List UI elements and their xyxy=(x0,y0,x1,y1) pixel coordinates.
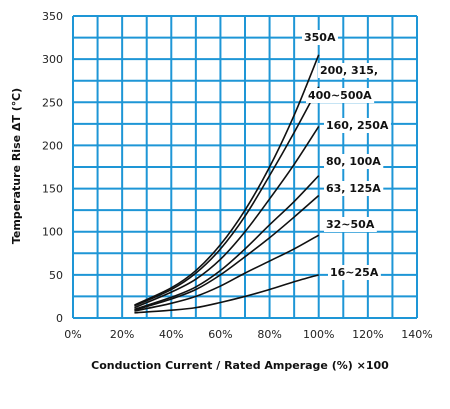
series-line-5 xyxy=(134,234,320,312)
x-axis-title: Conduction Current / Rated Amperage (%) … xyxy=(91,359,389,372)
series-label-background xyxy=(324,181,384,196)
series-label-group: 350A xyxy=(302,30,338,45)
series-line-6 xyxy=(134,274,319,314)
y-axis-title: Temperature Rise ΔT (℃) xyxy=(10,88,23,244)
series-label-background xyxy=(306,88,375,103)
series-label-background xyxy=(318,63,381,78)
x-tick-label: 100% xyxy=(303,328,334,341)
series-label: 400~500A xyxy=(308,89,372,102)
series-label-group: 32~50A xyxy=(324,217,377,232)
series-line-1 xyxy=(134,86,320,307)
series-line-0 xyxy=(134,54,320,306)
y-tick-label: 150 xyxy=(42,183,63,196)
series-label-background xyxy=(302,30,338,45)
series-label-background xyxy=(324,217,377,232)
series-label: 63, 125A xyxy=(326,182,381,195)
series-label-group: 63, 125A xyxy=(324,181,384,196)
x-tick-label: 20% xyxy=(110,328,134,341)
y-tick-label: 50 xyxy=(49,269,63,282)
y-tick-label: 300 xyxy=(42,53,63,66)
series-label-background xyxy=(328,265,381,280)
x-tick-label: 40% xyxy=(159,328,183,341)
series-label-group: 16~25A xyxy=(328,265,381,280)
series-label: 160, 250A xyxy=(326,119,389,132)
x-tick-label: 140% xyxy=(401,328,432,341)
x-tick-label: 60% xyxy=(208,328,232,341)
x-tick-label: 120% xyxy=(352,328,383,341)
series-label: 80, 100A xyxy=(326,155,381,168)
series-curves xyxy=(134,54,320,314)
series-label-group: 80, 100A xyxy=(324,154,384,169)
y-tick-label: 100 xyxy=(42,226,63,239)
series-label: 32~50A xyxy=(326,218,375,231)
series-label: 16~25A xyxy=(330,266,379,279)
series-label: 350A xyxy=(304,31,336,44)
series-label-group: 200, 315, 400~500A xyxy=(306,63,381,103)
tick-labels: 0% 20% 40% 60% 80% 100% 120% 140% 0 50 100 150 200 25… xyxy=(42,10,433,341)
series-label-background xyxy=(324,118,391,133)
series-label: 200, 315, xyxy=(320,64,378,77)
series-labels: 350A 200, 315, 400~500A 160, 250A 80, 100A 63… xyxy=(302,30,391,280)
series-line-4 xyxy=(134,194,320,311)
x-tick-label: 0% xyxy=(64,328,81,341)
y-tick-label: 0 xyxy=(56,312,63,325)
series-label-group: 160, 250A xyxy=(324,118,391,133)
x-tick-label: 80% xyxy=(257,328,281,341)
y-tick-label: 350 xyxy=(42,10,63,23)
y-tick-label: 250 xyxy=(42,96,63,109)
y-tick-label: 200 xyxy=(42,139,63,152)
series-line-3 xyxy=(134,175,320,311)
series-line-2 xyxy=(134,126,320,309)
series-label-background xyxy=(324,154,384,169)
